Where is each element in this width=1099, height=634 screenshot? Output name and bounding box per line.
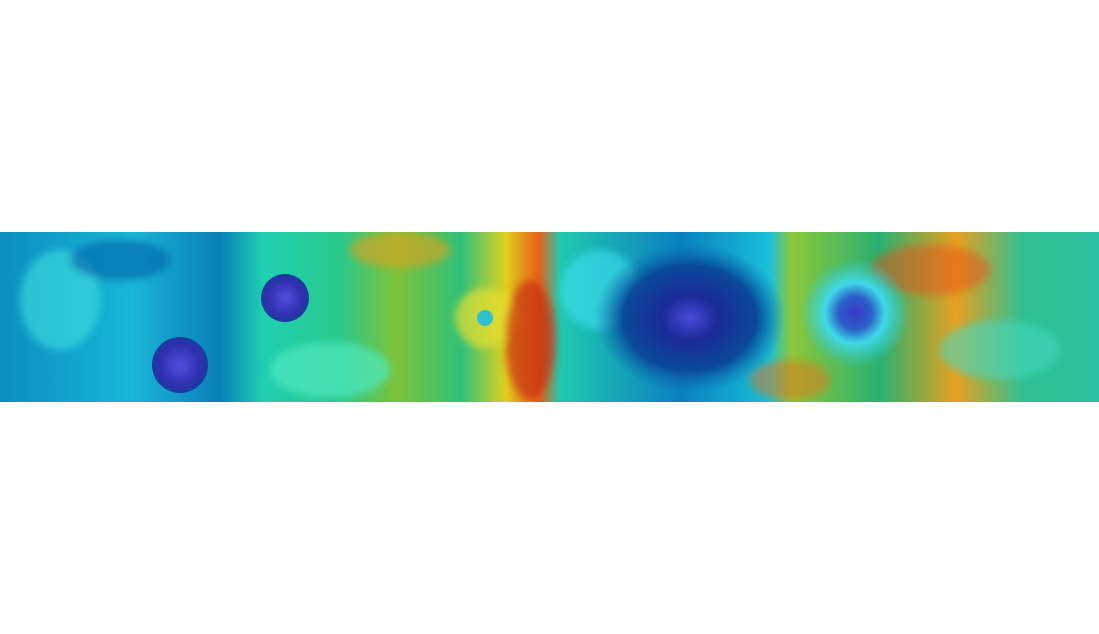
swirl (505, 280, 555, 400)
swirl (940, 320, 1060, 380)
swirl (750, 360, 830, 400)
vortex (595, 243, 785, 393)
vortex (152, 337, 208, 393)
swirl (70, 240, 170, 280)
swirl (270, 342, 390, 398)
swirl (20, 250, 100, 350)
swirl (350, 232, 450, 268)
vortex (800, 258, 910, 368)
vortex (477, 310, 493, 326)
vortex (261, 274, 309, 322)
flow-band (0, 232, 1099, 402)
